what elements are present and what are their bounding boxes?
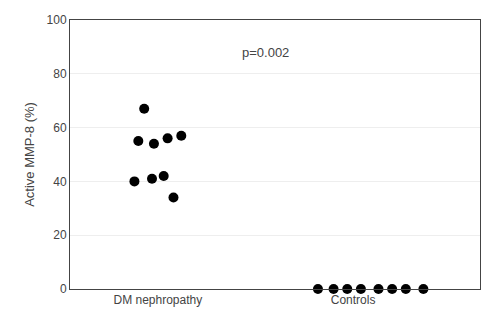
svg-text:100: 100 bbox=[47, 13, 67, 27]
svg-text:40: 40 bbox=[53, 175, 67, 189]
svg-text:80: 80 bbox=[53, 67, 67, 81]
svg-text:20: 20 bbox=[53, 228, 67, 242]
svg-text:60: 60 bbox=[53, 121, 67, 135]
svg-text:p=0.002: p=0.002 bbox=[242, 45, 289, 60]
svg-text:Active MMP-8 (%): Active MMP-8 (%) bbox=[22, 102, 37, 207]
svg-text:0: 0 bbox=[60, 282, 67, 296]
svg-text:Controls: Controls bbox=[331, 293, 376, 307]
svg-text:DM nephropathy: DM nephropathy bbox=[114, 293, 203, 307]
